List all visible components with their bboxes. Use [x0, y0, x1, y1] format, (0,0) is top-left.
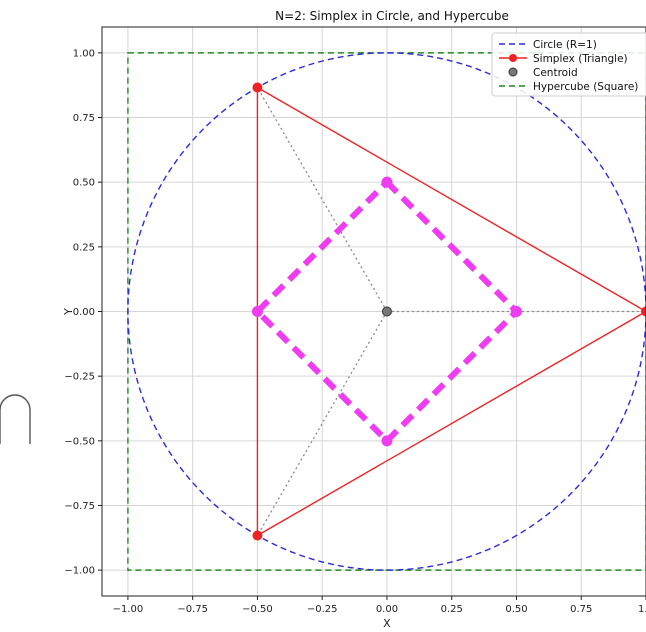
y-tick-label-5: −0.25 — [64, 372, 95, 383]
centroid-point — [381, 306, 392, 317]
plot-area — [102, 27, 646, 596]
x-axis-label: X — [383, 617, 391, 630]
chart-title: N=2: Simplex in Circle, and Hypercube — [275, 9, 509, 23]
x-tick-label-2: −0.50 — [242, 604, 273, 615]
y-tick-label-8: −1.00 — [64, 566, 95, 577]
legend-label-3: Hypercube (Square) — [533, 81, 638, 93]
y-tick-label-3: 0.25 — [73, 242, 95, 253]
diamond-vertex-0 — [381, 176, 393, 188]
x-tick-label-6: 0.50 — [505, 604, 527, 615]
y-tick-label-2: 0.50 — [73, 178, 95, 189]
simplex-vertex-2 — [252, 530, 263, 541]
x-tick-label-8: 1.0 — [638, 604, 646, 615]
diamond-vertex-1 — [510, 306, 522, 317]
x-tick-label-3: −0.25 — [307, 604, 338, 615]
legend-label-0: Circle (R=1) — [533, 39, 597, 51]
y-tick-label-7: −0.75 — [64, 501, 95, 512]
y-tick-label-4: 0.00 — [73, 307, 95, 318]
y-tick-label-0: 1.00 — [73, 48, 95, 59]
simplex-vertex-0 — [252, 82, 263, 93]
legend-label-1: Simplex (Triangle) — [533, 53, 628, 65]
centroid-segment-0 — [256, 87, 388, 312]
legend-label-2: Centroid — [533, 67, 578, 79]
cropped-arc-decoration — [0, 394, 31, 444]
legend-swatch-marker-2 — [508, 67, 518, 77]
legend-swatch-marker-1 — [509, 54, 517, 62]
centroid-segment-2 — [256, 311, 388, 536]
x-tick-label-4: 0.00 — [376, 604, 398, 615]
x-tick-label-7: 0.75 — [570, 604, 592, 615]
simplex-vertex-1 — [641, 306, 646, 317]
legend: Circle (R=1) Simplex (Triangle) Centroid Hy… — [491, 32, 646, 97]
x-tick-label-5: 0.25 — [441, 604, 463, 615]
y-axis-label: Y — [62, 308, 75, 316]
y-tick-label-6: −0.50 — [64, 436, 95, 447]
x-tick-label-0: −1.00 — [113, 604, 144, 615]
diamond-vertex-3 — [251, 306, 263, 317]
x-tick-label-1: −0.75 — [177, 604, 208, 615]
magenta-diamond — [254, 179, 520, 444]
diamond-vertex-2 — [381, 435, 393, 447]
hypercube-square — [127, 52, 646, 571]
y-tick-label-1: 0.75 — [73, 113, 95, 124]
legend-box — [491, 32, 646, 97]
circle-r1 — [127, 52, 646, 571]
